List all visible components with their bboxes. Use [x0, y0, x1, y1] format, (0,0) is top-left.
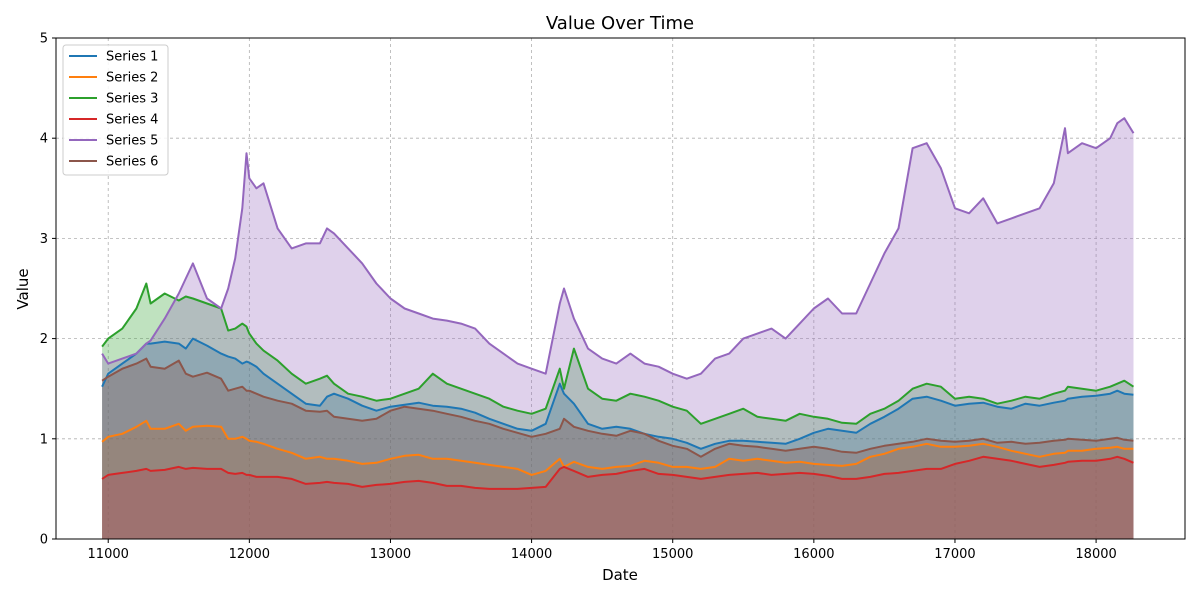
y-axis-label: Value	[14, 268, 32, 309]
legend-label-series-5: Series 5	[106, 134, 158, 149]
legend-label-series-1: Series 1	[106, 50, 158, 65]
x-tick-label: 15000	[652, 547, 693, 562]
legend-label-series-3: Series 3	[106, 92, 158, 107]
x-axis-ticks: 11000 12000 13000 14000 15000 16000 17000 18000	[88, 539, 1117, 562]
y-tick-label: 2	[40, 332, 48, 347]
x-tick-label: 18000	[1075, 547, 1116, 562]
series-2-line	[101, 419, 1134, 476]
axes	[55, 37, 1186, 540]
series-5-area	[102, 118, 1134, 539]
series-1-line	[101, 337, 1134, 450]
y-tick-label: 4	[40, 132, 48, 147]
legend-label-series-2: Series 2	[106, 71, 158, 86]
y-axis-ticks: 0 1 2 3 4 5	[40, 32, 56, 548]
y-tick-label: 5	[40, 32, 48, 47]
series-3-line	[101, 282, 1135, 425]
series-2-area	[102, 420, 1134, 539]
plot-background	[56, 38, 1185, 539]
y-tick-label: 3	[40, 232, 48, 247]
series-6-line	[101, 357, 1134, 458]
chart-title: Value Over Time	[546, 13, 694, 34]
x-tick-label: 12000	[229, 547, 270, 562]
series-5-line	[101, 117, 1135, 380]
x-axis-label: Date	[602, 566, 638, 584]
plot-area	[56, 38, 1185, 539]
legend-label-series-4: Series 4	[106, 113, 158, 128]
series-4-area	[102, 456, 1134, 539]
y-tick-label: 0	[40, 533, 48, 548]
series-1-area	[102, 338, 1134, 539]
series-lines	[101, 117, 1135, 490]
x-tick-label: 16000	[793, 547, 834, 562]
axes-frame	[55, 37, 1186, 540]
y-tick-label: 1	[40, 432, 48, 447]
series-4-line	[101, 455, 1134, 490]
x-tick-label: 14000	[511, 547, 552, 562]
x-tick-label: 11000	[88, 547, 129, 562]
x-tick-label: 17000	[934, 547, 975, 562]
series-6-area	[102, 358, 1134, 539]
legend: Series 1 Series 2 Series 3 Series 4 Series 5…	[62, 44, 169, 176]
legend-label-series-6: Series 6	[106, 155, 158, 170]
x-tick-label: 13000	[370, 547, 411, 562]
